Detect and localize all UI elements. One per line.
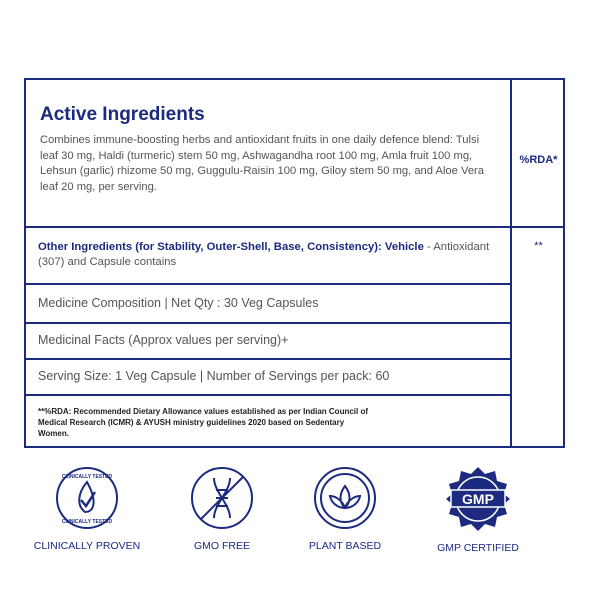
- column-divider: [510, 80, 512, 446]
- row-divider: [26, 358, 510, 360]
- badge-label: GMO FREE: [193, 540, 250, 552]
- dna-crossed-icon: [191, 467, 253, 529]
- badge-gmp-certified: GMP GMP CERTIFIED: [423, 466, 533, 554]
- badge-plant-based: PLANT BASED: [290, 466, 400, 552]
- lotus-leaf-icon: [314, 467, 376, 529]
- row-divider: [26, 394, 510, 396]
- medicinal-facts-row: Medicinal Facts (Approx values per servi…: [38, 333, 289, 347]
- row-divider: [26, 322, 510, 324]
- medicine-composition-row: Medicine Composition | Net Qty : 30 Veg …: [38, 296, 319, 310]
- ingredients-table: Active Ingredients Combines immune-boost…: [24, 78, 565, 448]
- badge-gmo-free: GMO FREE: [167, 466, 277, 552]
- badge-clinically-proven: CLINICALLY TESTED CLINICALLY TESTED CLIN…: [32, 466, 142, 552]
- rda-footnote: **%RDA: Recommended Dietary Allowance va…: [38, 407, 369, 438]
- row-divider: [26, 283, 510, 285]
- other-ingredients: Other Ingredients (for Stability, Outer-…: [38, 240, 498, 270]
- badge-label: GMP CERTIFIED: [437, 542, 519, 554]
- badge-label: CLINICALLY PROVEN: [33, 540, 141, 552]
- svg-text:CLINICALLY TESTED: CLINICALLY TESTED: [62, 519, 113, 525]
- rda-header: %RDA*: [519, 154, 558, 166]
- other-ingredients-text: - Antioxidant (307) and Capsule contains: [38, 241, 490, 268]
- other-ingredients-label: Other Ingredients (for Stability, Outer-…: [38, 241, 424, 253]
- gmp-seal-text: GMP: [462, 491, 494, 507]
- badge-label: PLANT BASED: [308, 540, 382, 552]
- clinically-tested-icon: CLINICALLY TESTED CLINICALLY TESTED: [56, 467, 118, 529]
- gmp-seal-icon: GMP: [446, 467, 510, 531]
- svg-text:CLINICALLY TESTED: CLINICALLY TESTED: [62, 474, 113, 480]
- other-rda: **: [534, 240, 543, 252]
- active-ingredients-title: Active Ingredients: [40, 104, 205, 125]
- row-divider: [26, 226, 563, 228]
- active-ingredients-description: Combines immune-boosting herbs and antio…: [40, 134, 484, 193]
- serving-size-row: Serving Size: 1 Veg Capsule | Number of …: [38, 369, 390, 383]
